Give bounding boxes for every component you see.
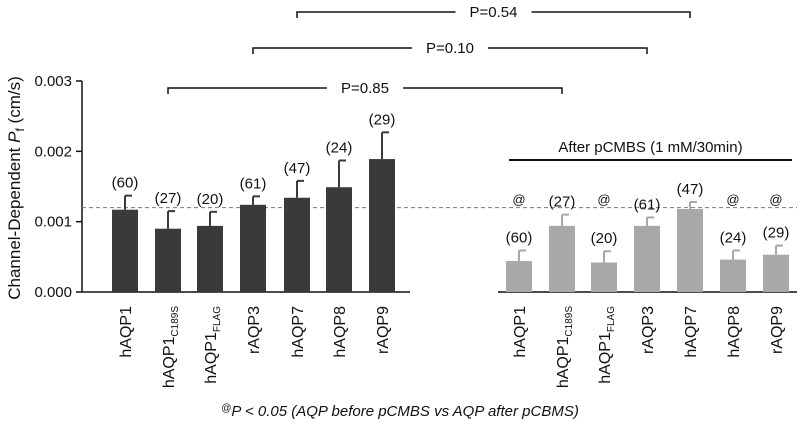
x-tick-label: hAQP1C189S xyxy=(161,306,181,389)
comparison-bracket: P=0.10 xyxy=(252,40,648,57)
comparison-brackets: P=0.54 P=0.10 P=0.85 xyxy=(167,4,691,97)
bars xyxy=(112,131,789,292)
x-tick-label: rAQP3 xyxy=(640,306,657,354)
x-tick-label: hAQP8 xyxy=(726,306,743,358)
y-tick-label: 0.000 xyxy=(34,284,72,301)
after-group-title: After pCMBS (1 mM/30min) xyxy=(558,139,742,156)
n-label: (61) xyxy=(634,196,661,213)
n-label: (60) xyxy=(506,230,533,247)
n-label: (24) xyxy=(326,139,353,156)
significance-mark: @ xyxy=(597,192,610,207)
x-tick-label: hAQP1 xyxy=(118,306,135,358)
x-tick-label: hAQP1FLAG xyxy=(597,306,617,384)
x-tick-label: hAQP1C189S xyxy=(555,306,575,389)
x-tick-label: hAQP7 xyxy=(683,306,700,358)
bar-after-3 xyxy=(634,225,660,292)
n-label: (29) xyxy=(763,225,790,242)
n-label: (24) xyxy=(720,230,747,247)
x-tick-label: hAQP7 xyxy=(290,306,307,358)
p-value-label: P=0.10 xyxy=(426,40,474,57)
x-tick-label: hAQP1FLAG xyxy=(203,306,223,384)
bar-before-0 xyxy=(112,209,138,292)
footnote-mark: @ xyxy=(221,403,231,414)
x-tick-label: hAQP8 xyxy=(332,306,349,358)
n-label: (60) xyxy=(112,175,139,192)
bar-after-0 xyxy=(506,261,532,292)
footnote: @P < 0.05 (AQP before pCMBS vs AQP after… xyxy=(221,403,579,420)
p-value-label: P=0.54 xyxy=(470,4,518,21)
x-tick-label: hAQP1 xyxy=(512,306,529,358)
n-label: (20) xyxy=(197,191,224,208)
n-label: (20) xyxy=(591,230,618,247)
n-label: (47) xyxy=(284,160,311,177)
x-tick-label: rAQP3 xyxy=(246,306,263,354)
comparison-bracket: P=0.54 xyxy=(296,4,691,21)
y-tick-label: 0.001 xyxy=(34,214,72,231)
n-label: (27) xyxy=(549,194,576,211)
y-tick-label: 0.003 xyxy=(34,73,72,90)
significance-mark: @ xyxy=(769,192,782,207)
bar-after-4 xyxy=(677,209,703,292)
bar-before-6 xyxy=(369,159,395,292)
significance-mark: @ xyxy=(726,192,739,207)
axes: 0.000 0.001 0.002 0.003 Channel-Dependent Pf… xyxy=(5,73,797,301)
n-label: (47) xyxy=(677,181,704,198)
bar-before-4 xyxy=(284,197,310,292)
bar-before-5 xyxy=(326,187,352,292)
bar-after-1 xyxy=(549,225,575,292)
x-tick-label: rAQP9 xyxy=(769,306,786,354)
bar-after-2 xyxy=(591,262,617,292)
significance-mark: @ xyxy=(512,192,525,207)
x-tick-label: rAQP9 xyxy=(375,306,392,354)
y-tick-label: 0.002 xyxy=(34,143,72,160)
n-label: (61) xyxy=(240,175,267,192)
n-label: (29) xyxy=(369,111,396,128)
bar-before-2 xyxy=(197,225,223,292)
bar-before-3 xyxy=(240,204,266,292)
p-value-label: P=0.85 xyxy=(341,80,389,97)
bar-before-1 xyxy=(155,228,181,292)
comparison-bracket: P=0.85 xyxy=(167,80,563,97)
n-label: (27) xyxy=(155,190,182,207)
footnote-text: P < 0.05 (AQP before pCMBS vs AQP after … xyxy=(231,403,579,420)
bar-after-6 xyxy=(763,254,789,292)
labels: (60) hAQP1 (27) hAQP1C189S (20) hAQP1FLAG (61)… xyxy=(112,111,792,388)
bar-after-5 xyxy=(720,259,746,292)
y-axis-label: Channel-Dependent Pf (cm/s) xyxy=(5,76,27,300)
